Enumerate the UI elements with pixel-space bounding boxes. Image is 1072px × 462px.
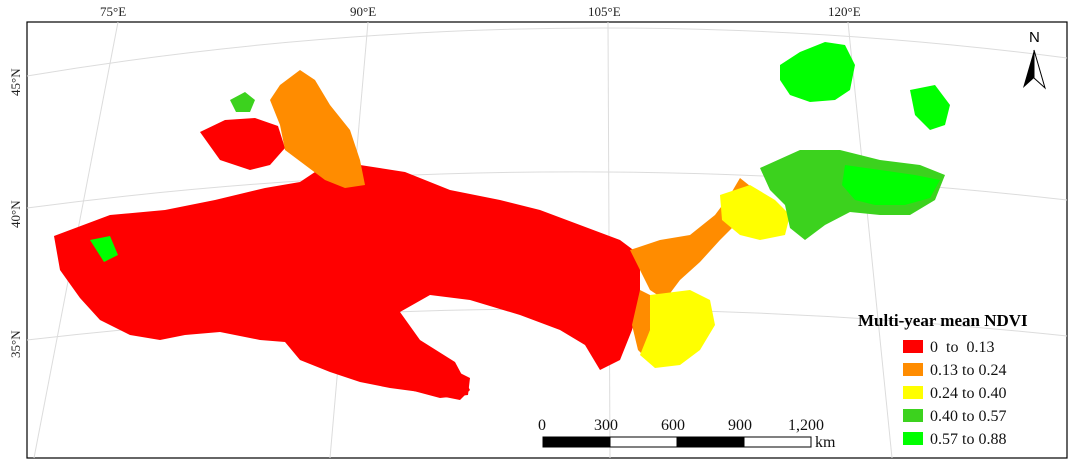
- legend-label-2: 0.13 to 0.24: [930, 362, 1006, 379]
- lat-label-45: 45°N: [8, 68, 23, 96]
- longitude-labels: 75°E 90°E 105°E 120°E: [100, 4, 861, 19]
- lon-label-120: 120°E: [828, 4, 861, 19]
- legend-swatch-3: [903, 386, 923, 399]
- ndvi-regions: [54, 42, 950, 400]
- region-class-4-altai: [230, 92, 255, 112]
- scale-tick-300: 300: [594, 417, 618, 434]
- legend-swatch-4: [903, 409, 923, 422]
- lon-label-90: 90°E: [350, 4, 376, 19]
- legend-label-1: 0 to 0.13: [930, 339, 994, 356]
- region-class-3-loess: [640, 290, 715, 368]
- region-class-2-altai: [270, 70, 365, 188]
- lat-label-35: 35°N: [8, 330, 23, 358]
- lon-label-105: 105°E: [588, 4, 621, 19]
- latitude-labels: 45°N 40°N 35°N: [8, 68, 23, 358]
- lon-label-75: 75°E: [100, 4, 126, 19]
- scale-tick-600: 600: [661, 417, 685, 434]
- north-arrow-icon: [1023, 50, 1034, 88]
- region-class-5-tianshan: [90, 236, 118, 262]
- meridian-120: [847, 21, 893, 459]
- north-arrow: N: [1023, 29, 1046, 90]
- legend-swatch-2: [903, 363, 923, 376]
- scale-tick-900: 900: [728, 417, 752, 434]
- lat-label-40: 40°N: [8, 200, 23, 228]
- region-class-5-northeast: [842, 165, 940, 205]
- north-arrow-label: N: [1029, 29, 1040, 46]
- legend-swatch-5: [903, 432, 923, 445]
- parallel-45: [26, 27, 1068, 77]
- scale-seg-1: [542, 436, 611, 448]
- scale-tick-0: 0: [538, 417, 546, 434]
- region-class-1-west: [54, 165, 640, 400]
- scale-tick-1200: 1,200: [788, 417, 824, 434]
- legend: Multi-year mean NDVI 0 to 0.13 0.13 to 0…: [858, 311, 1028, 448]
- region-class-5-greater-khingan: [780, 42, 855, 102]
- region-class-3-ordos: [720, 185, 790, 240]
- legend-title: Multi-year mean NDVI: [858, 311, 1028, 330]
- region-class-1-east: [300, 205, 580, 282]
- north-arrow-icon-right: [1033, 49, 1046, 90]
- scale-unit: km: [815, 434, 836, 451]
- legend-label-3: 0.24 to 0.40: [930, 385, 1006, 402]
- legend-label-5: 0.57 to 0.88: [930, 431, 1006, 448]
- scale-seg-4: [743, 436, 812, 448]
- region-class-1-tibet: [345, 330, 470, 398]
- legend-label-4: 0.40 to 0.57: [930, 408, 1006, 425]
- scale-bar: 0 300 600 900 1,200 km: [538, 417, 836, 451]
- scale-seg-2: [609, 436, 678, 448]
- scale-seg-3: [676, 436, 745, 448]
- legend-swatch-1: [903, 340, 923, 353]
- region-class-5-ne-strip: [910, 85, 950, 130]
- region-class-1-dzungaria: [200, 118, 285, 170]
